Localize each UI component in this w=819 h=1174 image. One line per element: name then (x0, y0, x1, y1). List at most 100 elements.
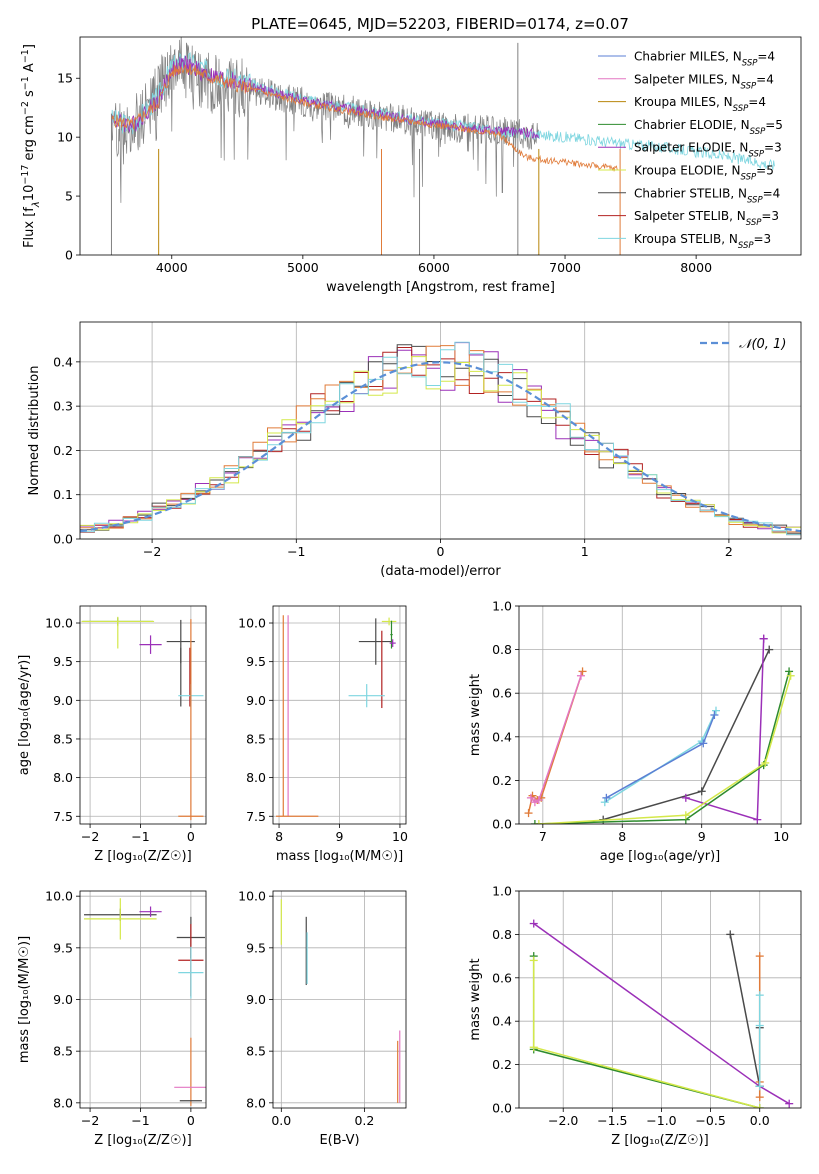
plot-area (110, 37, 775, 255)
y-tick-label: 9.5 (53, 940, 73, 955)
x-tick-label: 8 (618, 829, 626, 844)
y-tick-label: 0.8 (492, 642, 512, 657)
x-axis-label: age [log₁₀(age/yr)] (600, 849, 721, 864)
y-axis-label: mass weight (468, 674, 483, 756)
x-tick-label: 10 (773, 829, 789, 844)
x-axis-label: Z [log₁₀(Z/Z☉)] (94, 849, 191, 864)
legend-label-main: Kroupa STELIB, N (634, 232, 738, 246)
axes-frame (79, 321, 802, 540)
legend-label-tail: =4 (757, 50, 775, 64)
y-tick-label: 0.4 (492, 729, 512, 744)
axes-frame (79, 36, 802, 256)
x-tick-label: 1 (581, 544, 589, 559)
legend-label: Salpeter MILES, NSSP=4 (634, 72, 774, 91)
y-tick-label: 7.5 (246, 809, 266, 824)
y-tick-label: 0.2 (492, 773, 512, 788)
weight-line (532, 956, 760, 1108)
y-axis-label: mass [log₁₀(M/M☉)] (17, 936, 32, 1063)
y-tick-label: 0.0 (492, 1101, 512, 1116)
y-tick-label: 8.0 (53, 770, 73, 785)
y-tick-label: 0.2 (53, 443, 73, 458)
legend-label-main: Chabrier MILES, N (634, 50, 742, 64)
x-tick-label: 9 (336, 829, 344, 844)
legend-label: Kroupa MILES, NSSP=4 (634, 95, 766, 114)
y-tick-label: 5 (65, 189, 73, 204)
x-tick-label: 0.0 (750, 1113, 770, 1128)
y-tick-label: 8.5 (246, 1044, 266, 1059)
plot-area (276, 615, 397, 817)
y-tick-label: 8.0 (53, 1095, 73, 1110)
legend-label-sub: SSP (750, 127, 766, 137)
axes-frame (272, 605, 407, 825)
weight-line (532, 960, 760, 1108)
histogram-step (80, 341, 801, 536)
x-tick-label: −1 (287, 544, 305, 559)
y-tick-label: 15 (57, 71, 73, 86)
plot-area (524, 634, 795, 824)
y-tick-label: 0.0 (492, 817, 512, 832)
x-tick-label: 10 (392, 829, 408, 844)
y-axis-label: Flux [fλ10−17 erg cm−2 s−1 A−1] (20, 44, 42, 248)
x-tick-label: −2 (81, 1113, 99, 1128)
legend-label-sub: SSP (748, 150, 764, 160)
legend-label: Chabrier STELIB, NSSP=4 (634, 186, 780, 205)
x-tick-label: 0 (187, 1113, 195, 1128)
y-tick-label: 10.0 (45, 616, 73, 631)
plot-area (84, 898, 206, 1106)
legend-label-main: Chabrier ELODIE, N (634, 118, 750, 132)
chart-weight_vs_z: −2.0 −1.5 −1.0 −0.5 0.0 0.0 0.2 0.4 0.6 0.8 1.0 Z [… (468, 884, 802, 1148)
y-tick-label: 8.0 (246, 1095, 266, 1110)
y-axis-label-part: A (22, 63, 37, 76)
y-axis-label-part: ] (22, 44, 37, 49)
x-tick-label: 0 (187, 829, 195, 844)
x-tick-label: −1.0 (646, 1113, 676, 1128)
plot-area (81, 616, 204, 821)
weight-line (534, 671, 790, 824)
y-tick-label: 9.5 (246, 654, 266, 669)
x-tick-label: 5000 (287, 260, 319, 275)
legend-label-sub: SSP (746, 218, 762, 228)
legend-label: Kroupa STELIB, NSSP=3 (634, 232, 771, 251)
legend-label-tail: =3 (754, 232, 772, 246)
y-axis-label-part: erg cm (22, 115, 37, 164)
x-tick-label: 8000 (680, 260, 712, 275)
legend-label: Chabrier MILES, NSSP=4 (634, 50, 775, 69)
x-tick-label: 0 (437, 544, 445, 559)
y-tick-label: 10.0 (45, 889, 73, 904)
legend-label-tail: =4 (756, 72, 774, 86)
x-tick-label: 9 (698, 829, 706, 844)
chart-mass_vs_ebv: 0.0 0.2 8.0 8.5 9.0 9.5 10.0 E(B-V) (238, 889, 407, 1148)
x-tick-label: 6000 (418, 260, 450, 275)
y-tick-label: 9.5 (53, 654, 73, 669)
y-tick-label: 10.0 (238, 616, 266, 631)
x-tick-label: 0.0 (271, 1113, 291, 1128)
y-tick-label: 8.0 (246, 770, 266, 785)
axes-frame (272, 890, 407, 1109)
y-axis-label-part: −17 (20, 165, 31, 185)
x-tick-label: 4000 (156, 260, 188, 275)
x-tick-label: −2 (143, 544, 161, 559)
x-axis-label: Z [log₁₀(Z/Z☉)] (94, 1133, 191, 1148)
plot-area (80, 341, 801, 536)
y-axis-label-part: −1 (20, 76, 31, 90)
legend-label-sub: SSP (741, 81, 757, 91)
legend-label-sub: SSP (742, 59, 758, 69)
legend-label: Kroupa ELODIE, NSSP=5 (634, 164, 774, 183)
y-tick-label: 7.5 (53, 809, 73, 824)
y-tick-label: 1.0 (492, 884, 512, 899)
x-tick-label: −0.5 (695, 1113, 725, 1128)
legend-label-main: Salpeter STELIB, N (634, 209, 746, 223)
spectrum-line (111, 52, 775, 170)
legend-label: 𝒩(0, 1) (739, 337, 786, 352)
y-tick-label: 0.8 (492, 927, 512, 942)
chart-mass_vs_z: −2 −1 0 8.0 8.5 9.0 9.5 10.0 Z [log₁₀(Z/Z☉)] mass… (17, 889, 207, 1148)
x-axis-label: wavelength [Angstrom, rest frame] (326, 280, 555, 295)
y-tick-label: 9.0 (53, 992, 73, 1007)
legend-label-tail: =4 (763, 186, 781, 200)
y-tick-label: 0.4 (53, 354, 73, 369)
y-axis-label-part: 10 (22, 185, 37, 202)
plot-area (280, 899, 401, 1103)
y-tick-label: 0.1 (53, 487, 73, 502)
chart-age_vs_mass: 8 9 10 7.5 8.0 8.5 9.0 9.5 10.0 mass [log₁₀(M/M☉)… (238, 605, 408, 864)
